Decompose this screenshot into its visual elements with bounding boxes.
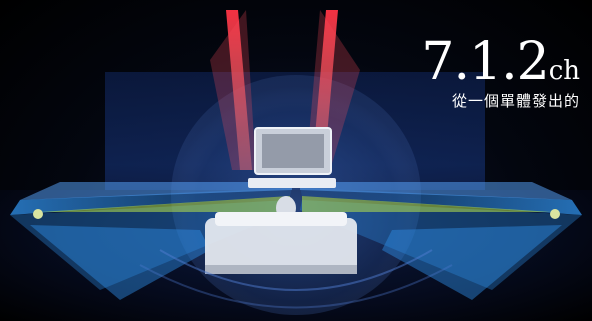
headline-subtitle: 從一個單體發出的 [451, 92, 580, 110]
front-beam-left [40, 196, 290, 212]
side-beam-right-edge [300, 182, 572, 200]
channel-unit: ch [548, 56, 580, 86]
height-beam-left-glow [210, 10, 256, 170]
side-beam-left-upper [10, 188, 292, 215]
headline: 7.1.2ch 從一個單體發出的 [421, 36, 580, 111]
speaker-dot-right [550, 209, 560, 219]
height-beam-left [226, 10, 252, 170]
side-beam-right-upper [300, 188, 582, 215]
sofa [205, 218, 357, 274]
rear-beam-right [382, 225, 562, 300]
front-beam-right [302, 196, 552, 212]
side-beam-left-edge [20, 182, 292, 200]
rear-beam-left [30, 225, 210, 300]
channel-count: 7.1.2 [421, 32, 549, 92]
speaker-dot-left [33, 209, 43, 219]
soundbar [248, 178, 336, 188]
floor-wave-arc [159, 249, 433, 291]
side-beam-right-lower [300, 200, 582, 290]
